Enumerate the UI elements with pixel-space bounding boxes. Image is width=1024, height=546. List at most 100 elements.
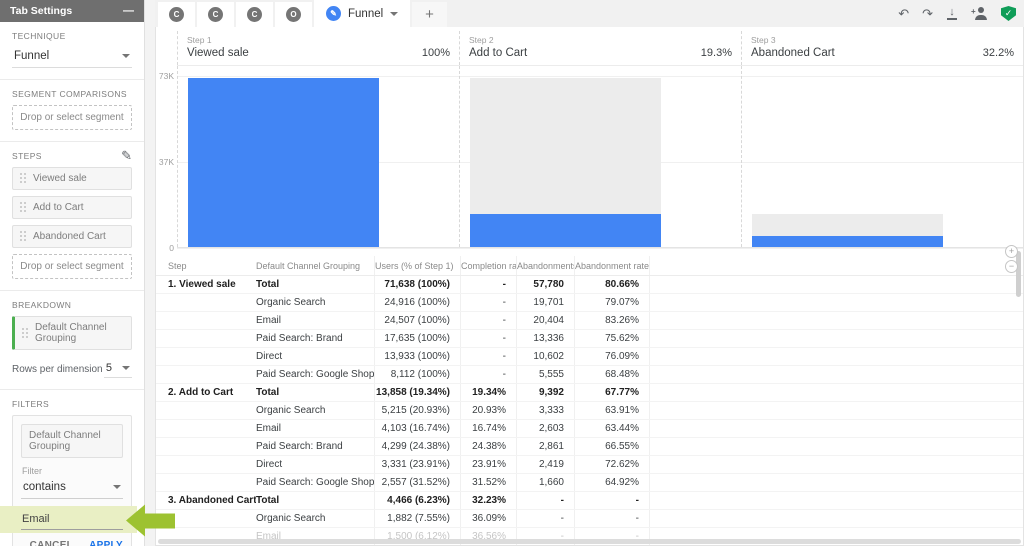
table-row[interactable]: 3. Abandoned CartTotal4,466 (6.23%)32.23… <box>156 492 1023 510</box>
column-header-abandonments[interactable]: Abandonments <box>516 256 574 275</box>
filter-value-input[interactable]: Email <box>21 511 123 530</box>
cell-completion-rate: 16.74% <box>460 420 516 437</box>
funnel-step-percent: 100% <box>422 47 450 59</box>
table-row[interactable]: Email24,507 (100%)-20,40483.26% <box>156 312 1023 330</box>
step-drop-zone[interactable]: Drop or select segment <box>12 254 132 279</box>
table-row[interactable]: 1. Viewed saleTotal71,638 (100%)-57,7808… <box>156 276 1023 294</box>
cell-completion-rate: - <box>460 276 516 293</box>
tab-3[interactable]: C <box>236 2 273 27</box>
download-icon[interactable]: ↓ <box>946 8 958 20</box>
breakdown-chip[interactable]: Default Channel Grouping <box>12 316 132 350</box>
funnel-bar-users[interactable] <box>752 236 943 247</box>
cell-completion-rate: 24.38% <box>460 438 516 455</box>
horizontal-scrollbar[interactable] <box>158 539 1021 544</box>
cell-abandonments: 1,660 <box>516 474 574 491</box>
cancel-button[interactable]: CANCEL <box>30 540 73 546</box>
tab-2[interactable]: C <box>197 2 234 27</box>
table-row[interactable]: Organic Search24,916 (100%)-19,70179.07% <box>156 294 1023 312</box>
step-chip-1[interactable]: Viewed sale <box>12 167 132 190</box>
breakdown-section: BREAKDOWN Default Channel Grouping Rows … <box>0 291 144 390</box>
filter-condition-value: contains <box>23 481 66 493</box>
redo-icon[interactable]: ↷ <box>922 7 933 20</box>
funnel-step-name: Viewed sale <box>187 47 249 59</box>
cell-step: 2. Add to Cart <box>156 387 256 398</box>
cell-abandonment-rate: 63.91% <box>574 402 650 419</box>
cell-abandonment-rate: 64.92% <box>574 474 650 491</box>
cell-abandonments: 19,701 <box>516 294 574 311</box>
cell-completion-rate: 31.52% <box>460 474 516 491</box>
column-header-channel[interactable]: Default Channel Grouping <box>256 256 374 276</box>
tab-funnel-active[interactable]: ✎Funnel <box>314 0 410 27</box>
steps-label: STEPS <box>12 151 42 161</box>
cell-users: 4,103 (16.74%) <box>374 420 460 437</box>
zoom-in-button[interactable]: + <box>1005 245 1018 258</box>
cell-abandonments: 57,780 <box>516 276 574 293</box>
technique-section: TECHNIQUE Funnel <box>0 22 144 80</box>
funnel-bar-users[interactable] <box>188 78 379 247</box>
cell-completion-rate: - <box>460 366 516 383</box>
cell-abandonments: 9,392 <box>516 384 574 401</box>
cell-channel: Email <box>256 423 374 434</box>
y-axis-tick: 73K <box>156 71 174 81</box>
minimize-icon[interactable]: — <box>123 6 134 16</box>
cell-abandonments: 10,602 <box>516 348 574 365</box>
table-row[interactable]: Paid Search: Google Shopping2,557 (31.52… <box>156 474 1023 492</box>
table-row[interactable]: Organic Search5,215 (20.93%)20.93%3,3336… <box>156 402 1023 420</box>
funnel-bar-users[interactable] <box>470 214 661 247</box>
funnel-step-name: Add to Cart <box>469 47 527 59</box>
tab-icon: C <box>169 7 184 22</box>
funnel-step-index: Step 3 <box>751 35 1014 45</box>
cell-completion-rate: 20.93% <box>460 402 516 419</box>
step-chip-3[interactable]: Abandoned Cart <box>12 225 132 248</box>
new-tab-button[interactable]: + <box>412 2 447 27</box>
segment-comparisons-section: SEGMENT COMPARISONS Drop or select segme… <box>0 80 144 142</box>
table-row[interactable]: Direct13,933 (100%)-10,60276.09% <box>156 348 1023 366</box>
drag-handle-icon <box>20 202 27 213</box>
segment-comparisons-label: SEGMENT COMPARISONS <box>12 89 132 99</box>
undo-icon[interactable]: ↶ <box>898 7 909 20</box>
apply-button[interactable]: APPLY <box>89 540 123 546</box>
cell-abandonments: 5,555 <box>516 366 574 383</box>
cell-channel: Organic Search <box>256 297 374 308</box>
segment-drop-zone[interactable]: Drop or select segment <box>12 105 132 130</box>
table-row[interactable]: Organic Search1,882 (7.55%)36.09%-- <box>156 510 1023 528</box>
annotation-arrow <box>145 513 175 528</box>
cell-users: 5,215 (20.93%) <box>374 402 460 419</box>
table-row[interactable]: 2. Add to CartTotal13,858 (19.34%)19.34%… <box>156 384 1023 402</box>
table-row[interactable]: Direct3,331 (23.91%)23.91%2,41972.62% <box>156 456 1023 474</box>
filter-editor-card: Default Channel Grouping Filter contains… <box>12 415 132 546</box>
share-add-user-icon[interactable]: + <box>971 7 988 20</box>
table-row[interactable]: Paid Search: Brand4,299 (24.38%)24.38%2,… <box>156 438 1023 456</box>
technique-select[interactable]: Funnel <box>12 47 132 68</box>
table-row[interactable]: Email4,103 (16.74%)16.74%2,60363.44% <box>156 420 1023 438</box>
verified-badge-icon: ✓ <box>1001 6 1016 21</box>
cell-users: 1,882 (7.55%) <box>374 510 460 527</box>
tab-1[interactable]: C <box>158 2 195 27</box>
chevron-down-icon <box>113 485 121 489</box>
chevron-down-icon <box>390 12 398 16</box>
filter-field-chip[interactable]: Default Channel Grouping <box>21 424 123 458</box>
tab-4[interactable]: O <box>275 2 312 27</box>
cell-channel: Direct <box>256 459 374 470</box>
technique-value: Funnel <box>14 50 49 62</box>
filter-condition-select[interactable]: contains <box>21 478 123 499</box>
column-header-completion-rate[interactable]: Completion rate <box>460 256 516 275</box>
cell-completion-rate: - <box>460 294 516 311</box>
cell-users: 24,507 (100%) <box>374 312 460 329</box>
tab-settings-panel: Tab Settings — TECHNIQUE Funnel SEGMENT … <box>0 0 145 546</box>
zoom-out-button[interactable]: − <box>1005 260 1018 273</box>
table-row[interactable]: Paid Search: Brand17,635 (100%)-13,33675… <box>156 330 1023 348</box>
filter-label: Filter <box>22 466 123 476</box>
column-header-step[interactable]: Step <box>156 256 256 276</box>
funnel-step-index: Step 1 <box>187 35 450 45</box>
funnel-step-percent: 32.2% <box>983 47 1014 59</box>
column-header-users[interactable]: Users (% of Step 1) <box>374 256 460 275</box>
active-tab-label: Funnel <box>348 8 383 20</box>
table-row[interactable]: Paid Search: Google Shopping8,112 (100%)… <box>156 366 1023 384</box>
breakdown-label: BREAKDOWN <box>12 300 132 310</box>
edit-steps-icon[interactable]: ✎ <box>121 151 132 161</box>
rows-per-dimension-select[interactable]: 5 <box>104 360 132 378</box>
column-header-abandonment-rate[interactable]: Abandonment rate <box>574 256 650 275</box>
step-chip-2[interactable]: Add to Cart <box>12 196 132 219</box>
cell-users: 4,299 (24.38%) <box>374 438 460 455</box>
